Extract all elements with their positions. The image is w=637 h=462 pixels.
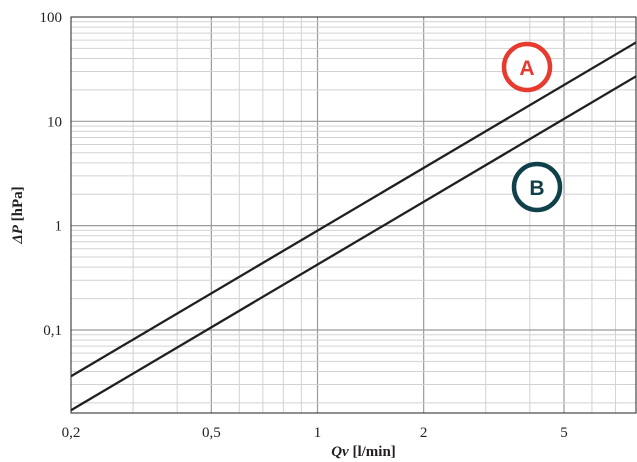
series-label-b: B: [529, 177, 544, 200]
series-line-b: [70, 75, 637, 412]
x-tick-label: 5: [560, 425, 568, 441]
x-tick-label: 1: [314, 425, 322, 441]
y-axis-title-symbol: ΔP: [10, 224, 26, 244]
y-tick-label: 10: [47, 114, 62, 130]
x-axis-title: Qv [l/min]: [331, 444, 396, 460]
series-line-a: [70, 41, 637, 378]
series-label-a: A: [519, 57, 534, 80]
y-tick-label: 1: [55, 219, 63, 235]
x-axis-title-symbol: Qv: [331, 444, 349, 460]
x-tick-label: 2: [420, 425, 428, 441]
y-axis-title: ΔP [hPa]: [10, 186, 26, 244]
x-axis-title-unit: [l/min]: [349, 444, 396, 460]
series-badge-b: [511, 161, 563, 213]
y-axis-title-unit: [hPa]: [10, 186, 26, 225]
plot-frame: [70, 16, 637, 414]
tick-labels: 0,2 0,5 1 2 5 0,1 1 10 100: [40, 10, 568, 441]
series-badge-a: [501, 41, 553, 93]
series-lines: [70, 41, 637, 412]
series-badges: AB: [501, 41, 563, 213]
x-tick-label: 0,2: [62, 425, 81, 441]
y-tick-label: 100: [40, 10, 63, 26]
x-tick-label: 0,5: [202, 425, 221, 441]
y-tick-label: 0,1: [43, 323, 62, 339]
grid: [71, 17, 636, 413]
